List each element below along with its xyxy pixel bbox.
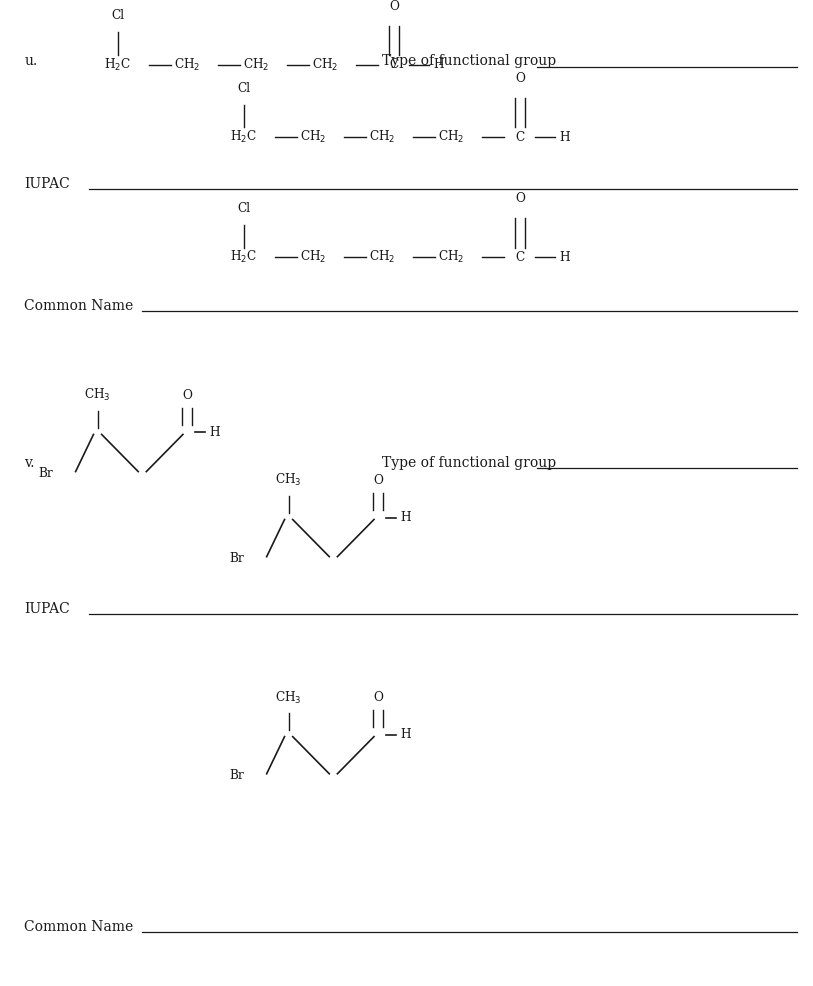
Text: H$_2$C: H$_2$C bbox=[230, 249, 258, 265]
Text: CH$_2$: CH$_2$ bbox=[174, 56, 200, 73]
Text: IUPAC: IUPAC bbox=[24, 177, 70, 191]
Text: O: O bbox=[373, 691, 383, 704]
Text: CH$_3$: CH$_3$ bbox=[85, 387, 111, 403]
Text: H: H bbox=[401, 728, 411, 741]
Text: H: H bbox=[433, 58, 445, 71]
Text: C: C bbox=[515, 250, 525, 264]
Text: Type of functional group: Type of functional group bbox=[382, 456, 556, 469]
Text: H$_2$C: H$_2$C bbox=[104, 56, 132, 73]
Text: Common Name: Common Name bbox=[24, 920, 133, 935]
Text: CH$_2$: CH$_2$ bbox=[312, 56, 338, 73]
Text: C: C bbox=[389, 58, 399, 71]
Text: CH$_3$: CH$_3$ bbox=[276, 689, 302, 706]
Text: Cl: Cl bbox=[237, 82, 250, 95]
Text: O: O bbox=[373, 474, 383, 487]
Text: Cl: Cl bbox=[111, 9, 124, 23]
Text: O: O bbox=[515, 72, 525, 85]
Text: CH$_2$: CH$_2$ bbox=[243, 56, 269, 73]
Text: O: O bbox=[515, 192, 525, 205]
Text: CH$_2$: CH$_2$ bbox=[300, 129, 326, 145]
Text: H: H bbox=[559, 250, 571, 264]
Text: Br: Br bbox=[229, 552, 244, 565]
Text: H: H bbox=[401, 511, 411, 524]
Text: H: H bbox=[210, 426, 220, 439]
Text: C: C bbox=[515, 130, 525, 144]
Text: H$_2$C: H$_2$C bbox=[230, 129, 258, 145]
Text: u.: u. bbox=[24, 54, 37, 68]
Text: Type of functional group: Type of functional group bbox=[382, 54, 556, 68]
Text: Common Name: Common Name bbox=[24, 300, 133, 314]
Text: CH$_2$: CH$_2$ bbox=[300, 249, 326, 265]
Text: Br: Br bbox=[229, 769, 244, 782]
Text: CH$_2$: CH$_2$ bbox=[438, 249, 464, 265]
Text: O: O bbox=[389, 0, 399, 13]
Text: v.: v. bbox=[24, 456, 35, 469]
Text: Cl: Cl bbox=[237, 202, 250, 215]
Text: H: H bbox=[559, 130, 571, 144]
Text: O: O bbox=[182, 388, 192, 402]
Text: Br: Br bbox=[38, 467, 53, 480]
Text: IUPAC: IUPAC bbox=[24, 602, 70, 616]
Text: CH$_2$: CH$_2$ bbox=[369, 249, 395, 265]
Text: CH$_2$: CH$_2$ bbox=[369, 129, 395, 145]
Text: CH$_3$: CH$_3$ bbox=[276, 472, 302, 488]
Text: CH$_2$: CH$_2$ bbox=[438, 129, 464, 145]
